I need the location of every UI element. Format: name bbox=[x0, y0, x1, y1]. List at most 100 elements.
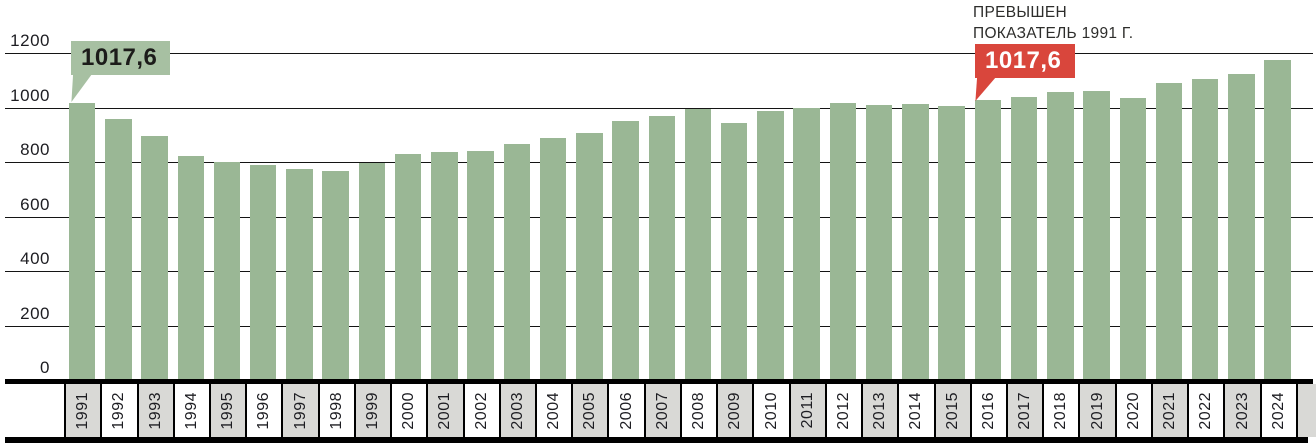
gridline-1200 bbox=[5, 53, 1313, 54]
callout-2016-label: 1017,6 bbox=[985, 47, 1062, 74]
exceeded-note: ПРЕВЫШЕН ПОКАЗАТЕЛЬ 1991 Г. bbox=[973, 3, 1133, 44]
year-label-1996: 1996 bbox=[255, 391, 273, 430]
year-label-2019: 2019 bbox=[1088, 391, 1106, 430]
axis-bottom-line bbox=[5, 437, 1308, 443]
year-cell-2015: 2015 bbox=[933, 384, 970, 437]
callout-2016-pointer-icon bbox=[975, 77, 996, 101]
year-label-2021: 2021 bbox=[1161, 391, 1178, 430]
year-label-2017: 2017 bbox=[1016, 391, 1034, 430]
year-label-2014: 2014 bbox=[907, 391, 925, 430]
bar-2006 bbox=[612, 121, 639, 381]
y-axis-tick-label-400: 400 bbox=[20, 249, 50, 268]
bar-2024 bbox=[1264, 60, 1291, 381]
bar-2003 bbox=[503, 143, 531, 381]
year-label-2008: 2008 bbox=[690, 391, 707, 430]
bar-2001 bbox=[431, 151, 458, 381]
year-label-2023: 2023 bbox=[1233, 391, 1251, 430]
callout-2016: 1017,6 bbox=[975, 44, 1075, 78]
year-label-2012: 2012 bbox=[834, 391, 852, 430]
bar-2002 bbox=[467, 150, 494, 381]
year-cell-2002: 2002 bbox=[462, 384, 499, 437]
year-cell-2023: 2023 bbox=[1223, 384, 1260, 437]
year-cell-2014: 2014 bbox=[897, 384, 934, 437]
year-cell-2022: 2022 bbox=[1187, 384, 1224, 437]
year-cell-2006: 2006 bbox=[607, 384, 644, 437]
year-label-2000: 2000 bbox=[400, 391, 418, 430]
year-cell-1998: 1998 bbox=[317, 384, 354, 437]
bar-2008 bbox=[684, 109, 712, 381]
year-cell-2010: 2010 bbox=[752, 384, 789, 437]
x-axis-baseline bbox=[5, 379, 1313, 384]
bar-2014 bbox=[902, 104, 929, 381]
year-label-2004: 2004 bbox=[545, 391, 563, 430]
bar-2005 bbox=[576, 133, 603, 381]
bar-1992 bbox=[105, 118, 132, 381]
exceeded-note-line2: ПОКАЗАТЕЛЬ 1991 Г. bbox=[973, 24, 1134, 42]
year-label-2015: 2015 bbox=[943, 391, 961, 430]
year-label-2003: 2003 bbox=[508, 391, 526, 430]
year-cell-2009: 2009 bbox=[716, 384, 753, 437]
year-cell-2013: 2013 bbox=[861, 384, 898, 437]
bar-2012 bbox=[829, 103, 857, 381]
bar-2011 bbox=[793, 107, 820, 381]
year-cell-2018: 2018 bbox=[1042, 384, 1079, 437]
year-cell-2021: 2021 bbox=[1150, 384, 1188, 437]
year-cell-1993: 1993 bbox=[136, 384, 173, 437]
bar-2000 bbox=[394, 154, 422, 381]
year-cell-1999: 1999 bbox=[353, 384, 391, 437]
bar-2023 bbox=[1228, 74, 1255, 381]
year-cell-2000: 2000 bbox=[390, 384, 427, 437]
year-cell-2017: 2017 bbox=[1006, 384, 1043, 437]
year-label-2007: 2007 bbox=[653, 391, 671, 430]
bar-1991 bbox=[68, 102, 96, 381]
year-label-2022: 2022 bbox=[1197, 391, 1215, 430]
bar-2018 bbox=[1047, 92, 1074, 381]
y-axis-tick-label-1000: 1000 bbox=[10, 85, 50, 105]
year-cell-1994: 1994 bbox=[172, 384, 209, 437]
bar-2015 bbox=[938, 105, 965, 381]
year-label-2006: 2006 bbox=[617, 391, 635, 430]
callout-1991-label: 1017,6 bbox=[81, 44, 158, 71]
year-label-1994: 1994 bbox=[182, 391, 200, 430]
year-band-trailing-strip bbox=[1295, 384, 1316, 437]
bar-2013 bbox=[865, 105, 893, 381]
bar-2016 bbox=[974, 100, 1002, 381]
bar-2017 bbox=[1010, 96, 1038, 381]
year-label-1992: 1992 bbox=[110, 391, 128, 430]
year-cell-2024: 2024 bbox=[1259, 384, 1296, 437]
callout-1991-pointer-icon bbox=[71, 74, 92, 102]
year-cell-2011: 2011 bbox=[788, 384, 825, 437]
bar-2019 bbox=[1083, 91, 1110, 381]
year-label-2024: 2024 bbox=[1269, 391, 1287, 430]
bar-2010 bbox=[757, 110, 784, 381]
year-label-2013: 2013 bbox=[871, 391, 889, 430]
bar-2007 bbox=[648, 116, 676, 381]
year-cell-2012: 2012 bbox=[824, 384, 862, 437]
bar-2009 bbox=[720, 123, 748, 381]
y-axis-tick-label-600: 600 bbox=[20, 194, 50, 214]
year-label-1998: 1998 bbox=[327, 391, 345, 430]
bar-1995 bbox=[213, 162, 241, 381]
year-cell-2004: 2004 bbox=[535, 384, 572, 437]
bar-1999 bbox=[358, 162, 386, 381]
year-label-2001: 2001 bbox=[436, 391, 454, 430]
bar-2020 bbox=[1119, 98, 1147, 381]
bar-1997 bbox=[286, 168, 313, 381]
year-cell-1997: 1997 bbox=[281, 384, 318, 437]
year-cell-2008: 2008 bbox=[679, 384, 717, 437]
year-label-1999: 1999 bbox=[363, 391, 381, 430]
y-axis-tick-label-0: 0 bbox=[40, 358, 50, 377]
year-cell-1991: 1991 bbox=[64, 384, 101, 437]
year-cell-1992: 1992 bbox=[100, 384, 137, 437]
year-label-2020: 2020 bbox=[1124, 391, 1142, 430]
year-label-1995: 1995 bbox=[219, 391, 236, 430]
year-cell-2001: 2001 bbox=[426, 384, 463, 437]
bar-2021 bbox=[1155, 83, 1183, 381]
year-label-2018: 2018 bbox=[1052, 391, 1070, 430]
year-cell-2005: 2005 bbox=[571, 384, 608, 437]
bar-1998 bbox=[322, 171, 349, 381]
year-label-2016: 2016 bbox=[979, 391, 997, 430]
bar-2022 bbox=[1191, 78, 1219, 381]
year-label-2005: 2005 bbox=[581, 391, 599, 430]
